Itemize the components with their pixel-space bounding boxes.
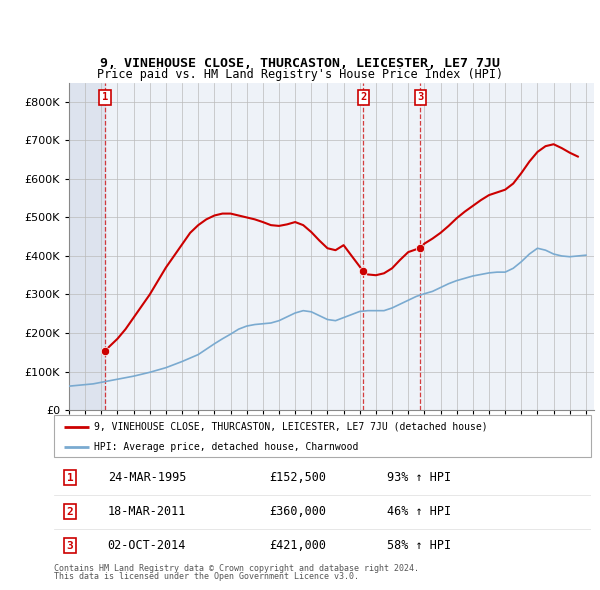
Text: 3: 3	[417, 93, 424, 102]
Text: 58% ↑ HPI: 58% ↑ HPI	[387, 539, 451, 552]
Text: 2: 2	[360, 93, 367, 102]
Text: £360,000: £360,000	[269, 505, 326, 519]
Text: £421,000: £421,000	[269, 539, 326, 552]
Text: 46% ↑ HPI: 46% ↑ HPI	[387, 505, 451, 519]
Text: 9, VINEHOUSE CLOSE, THURCASTON, LEICESTER, LE7 7JU: 9, VINEHOUSE CLOSE, THURCASTON, LEICESTE…	[100, 57, 500, 70]
Text: 24-MAR-1995: 24-MAR-1995	[108, 471, 186, 484]
Text: 1: 1	[102, 93, 108, 102]
Text: 18-MAR-2011: 18-MAR-2011	[108, 505, 186, 519]
Text: 9, VINEHOUSE CLOSE, THURCASTON, LEICESTER, LE7 7JU (detached house): 9, VINEHOUSE CLOSE, THURCASTON, LEICESTE…	[94, 422, 488, 432]
Text: £152,500: £152,500	[269, 471, 326, 484]
Text: 2: 2	[67, 507, 73, 517]
FancyBboxPatch shape	[54, 415, 591, 457]
Bar	[69, 83, 105, 410]
Text: 93% ↑ HPI: 93% ↑ HPI	[387, 471, 451, 484]
Text: This data is licensed under the Open Government Licence v3.0.: This data is licensed under the Open Gov…	[54, 572, 359, 581]
Text: Price paid vs. HM Land Registry's House Price Index (HPI): Price paid vs. HM Land Registry's House …	[97, 68, 503, 81]
Text: 02-OCT-2014: 02-OCT-2014	[108, 539, 186, 552]
Text: 3: 3	[67, 541, 73, 551]
Text: HPI: Average price, detached house, Charnwood: HPI: Average price, detached house, Char…	[94, 442, 359, 451]
Text: 1: 1	[67, 473, 73, 483]
Text: Contains HM Land Registry data © Crown copyright and database right 2024.: Contains HM Land Registry data © Crown c…	[54, 563, 419, 572]
